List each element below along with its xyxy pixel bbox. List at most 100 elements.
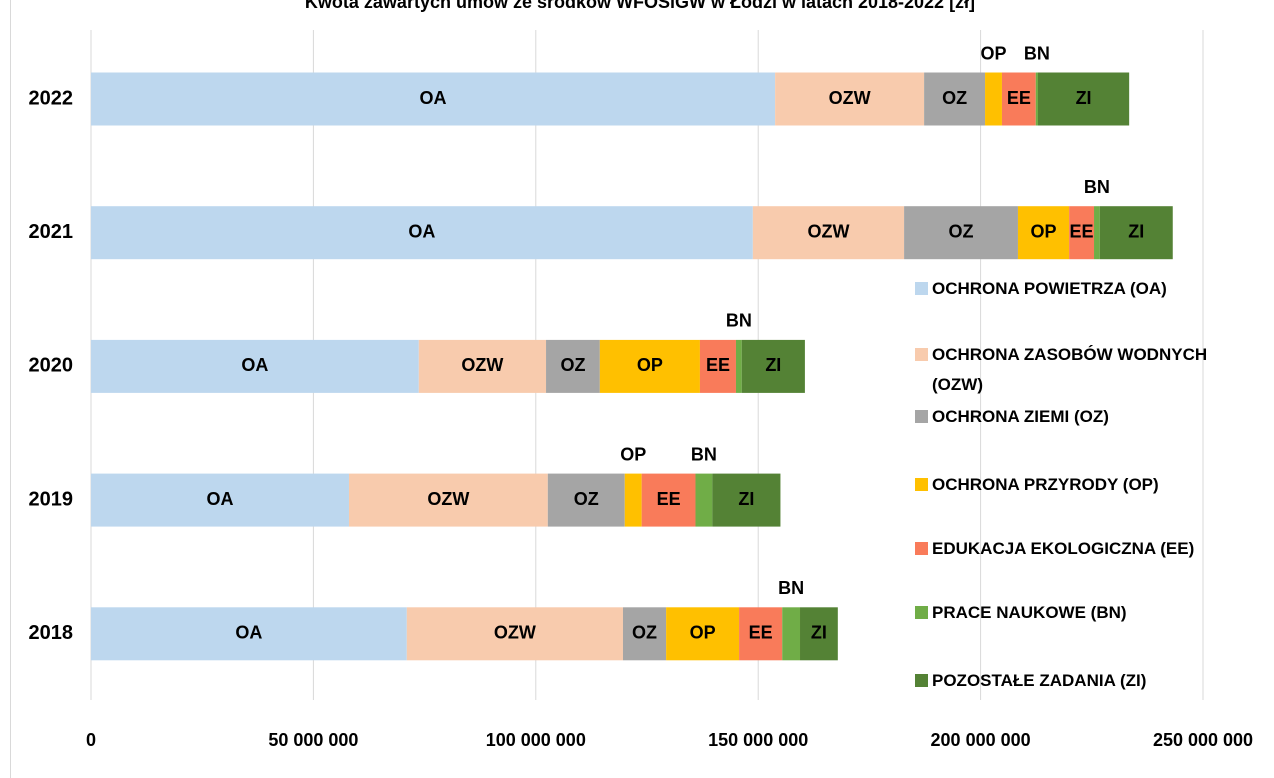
- legend-item: OCHRONA PRZYRODY (OP): [915, 470, 1245, 500]
- legend-item: EDUKACJA EKOLOGICZNA (EE): [915, 534, 1245, 564]
- legend-item: OCHRONA ZASOBÓW WODNYCH (OZW): [915, 340, 1245, 400]
- bar-segment: [752, 206, 905, 260]
- data-label: OP: [690, 623, 716, 643]
- data-label: BN: [691, 444, 717, 464]
- legend-label: PRACE NAUKOWE (BN): [932, 603, 1127, 622]
- chart-border: [10, 0, 11, 778]
- data-label: OP: [980, 43, 1006, 63]
- bar-segment: [546, 339, 600, 393]
- data-label: EE: [657, 489, 681, 509]
- data-label: BN: [778, 578, 804, 598]
- data-label: EE: [1070, 221, 1094, 241]
- bar-segment: [91, 339, 419, 393]
- y-tick-label: 2019: [29, 488, 74, 510]
- legend-item: OCHRONA POWIETRZA (OA): [915, 274, 1245, 304]
- bar-segment: [348, 473, 548, 527]
- data-label: OP: [620, 444, 646, 464]
- legend-label: OCHRONA POWIETRZA (OA): [932, 279, 1167, 298]
- bar-segment: [666, 607, 740, 661]
- y-tick-label: 2021: [29, 221, 74, 243]
- bar-segment: [712, 473, 781, 527]
- bar-segment: [741, 339, 805, 393]
- bar-segment: [622, 607, 667, 661]
- data-label: OP: [637, 355, 663, 375]
- data-label: OZW: [807, 221, 849, 241]
- data-label: OZW: [829, 88, 871, 108]
- legend-label: OCHRONA PRZYRODY (OP): [932, 475, 1159, 494]
- bar-segment: [739, 607, 783, 661]
- data-label: ZI: [1128, 221, 1144, 241]
- data-label: OZ: [949, 221, 974, 241]
- x-tick-label: 250 000 000: [1153, 730, 1253, 750]
- bar-segment: [775, 72, 925, 126]
- x-tick-label: 200 000 000: [931, 730, 1031, 750]
- legend-swatch: [915, 606, 928, 619]
- legend-label: EDUKACJA EKOLOGICZNA (EE): [932, 539, 1195, 558]
- bar-segment: [406, 607, 623, 661]
- data-label: OA: [420, 88, 447, 108]
- data-label: ZI: [1076, 88, 1092, 108]
- bar-segment: [904, 206, 1018, 260]
- data-label: OA: [408, 221, 435, 241]
- data-label: OZW: [494, 623, 536, 643]
- y-tick-label: 2020: [29, 355, 74, 377]
- legend-label: POZOSTAŁE ZADANIA (ZI): [932, 671, 1147, 690]
- x-tick-label: 100 000 000: [486, 730, 586, 750]
- bar-segment: [1001, 72, 1036, 126]
- data-label: EE: [749, 623, 773, 643]
- bar-segment: [735, 339, 742, 393]
- bar-segment: [91, 72, 776, 126]
- legend-item: OCHRONA ZIEMI (OZ): [915, 402, 1245, 432]
- x-tick-label: 50 000 000: [268, 730, 358, 750]
- bar-segment: [418, 339, 547, 393]
- data-label: OZ: [632, 623, 657, 643]
- legend-item: PRACE NAUKOWE (BN): [915, 598, 1245, 628]
- legend-label: OCHRONA ZIEMI (OZ): [932, 407, 1109, 426]
- data-label: OA: [235, 623, 262, 643]
- bar-segment: [800, 607, 838, 661]
- data-label: OZ: [574, 489, 599, 509]
- data-label: OZW: [427, 489, 469, 509]
- data-label: ZI: [811, 623, 827, 643]
- x-tick-label: 0: [86, 730, 96, 750]
- y-tick-label: 2018: [29, 622, 74, 644]
- data-label: EE: [1007, 88, 1031, 108]
- bar-segment: [985, 72, 1002, 126]
- bar-segment: [91, 607, 407, 661]
- data-label: OZ: [560, 355, 585, 375]
- legend-swatch: [915, 542, 928, 555]
- bar-segment: [91, 206, 753, 260]
- bar-segment: [624, 473, 642, 527]
- data-label: OP: [1031, 221, 1057, 241]
- x-tick-label: 150 000 000: [708, 730, 808, 750]
- data-label: OZW: [461, 355, 503, 375]
- bar-segment: [1069, 206, 1095, 260]
- legend-swatch: [915, 674, 928, 687]
- data-label: BN: [1024, 43, 1050, 63]
- bar-segment: [1035, 72, 1038, 126]
- bar-segment: [1099, 206, 1173, 260]
- legend-swatch: [915, 410, 928, 423]
- bar-segment: [699, 339, 736, 393]
- data-label: BN: [726, 311, 752, 331]
- legend-swatch: [915, 282, 928, 295]
- legend-swatch: [915, 348, 928, 361]
- legend-item: POZOSTAŁE ZADANIA (ZI): [915, 666, 1245, 696]
- bar-segment: [695, 473, 713, 527]
- data-label: BN: [1084, 177, 1110, 197]
- legend-label: OCHRONA ZASOBÓW WODNYCH (OZW): [932, 345, 1208, 394]
- bar-segment: [547, 473, 625, 527]
- bar-segment: [1037, 72, 1130, 126]
- bar-segment: [91, 473, 349, 527]
- legend-swatch: [915, 478, 928, 491]
- data-label: OA: [241, 355, 268, 375]
- data-label: ZI: [765, 355, 781, 375]
- bar-segment: [641, 473, 696, 527]
- data-label: ZI: [738, 489, 754, 509]
- bar-segment: [1094, 206, 1100, 260]
- bar-segment: [1017, 206, 1070, 260]
- chart-title: Kwota zawartych umów ze środków WFOŚiGW …: [305, 0, 975, 12]
- y-tick-label: 2022: [29, 87, 74, 109]
- data-label: EE: [706, 355, 730, 375]
